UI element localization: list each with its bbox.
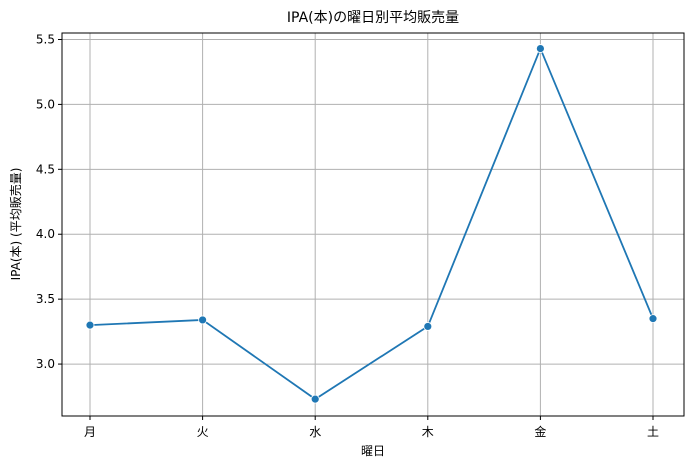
series-line	[89, 46, 654, 401]
x-tick-label: 土	[647, 425, 659, 439]
data-point	[536, 44, 545, 53]
x-axis-label: 曜日	[361, 444, 385, 458]
data-point	[423, 322, 433, 331]
data-point	[85, 320, 95, 330]
x-tick-label: 木	[422, 425, 434, 439]
y-axis-label: IPA(本) (平均販売量)	[8, 168, 23, 281]
x-tick-label: 水	[309, 425, 321, 439]
y-tick-label: 3.0	[36, 357, 55, 371]
x-tick-label: 金	[534, 424, 546, 439]
y-tick-label: 4.5	[36, 162, 55, 176]
y-tick-label: 3.5	[36, 292, 55, 306]
y-tick-label: 5.0	[36, 97, 55, 111]
chart-title: IPA(本)の曜日別平均販売量	[287, 10, 459, 26]
x-tick-label: 火	[197, 425, 209, 439]
y-tick-label: 4.0	[36, 227, 55, 241]
x-tick-label: 月	[84, 425, 96, 439]
grid	[62, 33, 684, 416]
data-point	[648, 314, 658, 324]
data-point	[198, 315, 208, 325]
axis-ticks: 月 火 水 木 金 土 3.0 3.5 4.0 4.5 5.0 5.5	[36, 32, 659, 439]
data-point	[310, 394, 320, 404]
y-tick-label: 5.5	[36, 32, 55, 46]
plot-frame	[61, 32, 685, 417]
series	[85, 44, 658, 404]
